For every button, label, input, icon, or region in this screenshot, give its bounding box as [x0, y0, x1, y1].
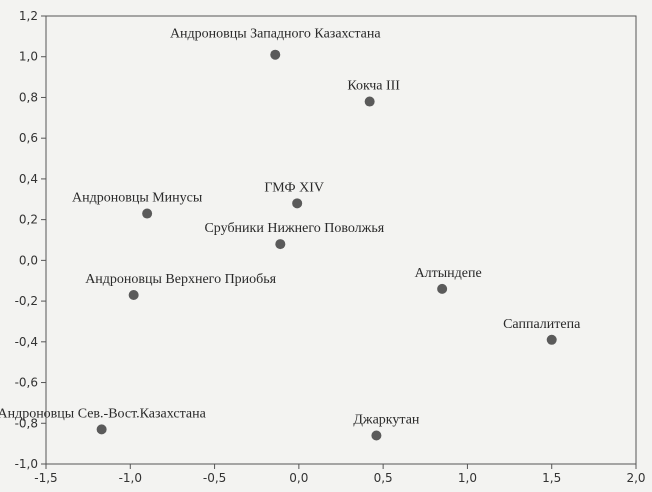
scatter-point: [270, 49, 281, 60]
y-tick-label: -1,0: [15, 457, 38, 471]
point-label: Кокча III: [347, 79, 400, 94]
scatter-point: [371, 430, 382, 441]
scatter-point: [546, 334, 557, 345]
point-label: ГМФ XIV: [264, 180, 324, 195]
data-points: [96, 49, 557, 441]
point-label: Андроновцы Минусы: [72, 191, 203, 206]
scatter-point: [437, 283, 448, 294]
y-tick-label: -0,8: [15, 416, 38, 430]
x-tick-label: 0,0: [289, 471, 308, 485]
scatter-point: [128, 289, 139, 300]
x-axis: -1,5 -1,0 -0,5 0,0 0,5 1,0 1,5 2,0: [34, 464, 646, 485]
scatter-point: [96, 424, 107, 435]
plot-area: [45, 15, 637, 465]
y-tick-label: 0,0: [19, 253, 38, 267]
point-label: Срубники Нижнего Поволжья: [204, 221, 384, 236]
y-tick-label: -0,2: [15, 294, 38, 308]
scatter-point: [364, 96, 375, 107]
scatter-point: [275, 239, 286, 250]
point-label: Саппалитепа: [503, 317, 581, 332]
y-tick-label: 0,4: [19, 172, 38, 186]
x-tick-label: 1,5: [542, 471, 561, 485]
y-tick-label: 0,6: [19, 131, 38, 145]
x-tick-label: -1,5: [34, 471, 57, 485]
y-tick-label: 0,2: [19, 213, 38, 227]
y-tick-label: 0,8: [19, 90, 38, 104]
y-tick-label: -0,6: [15, 376, 38, 390]
point-label: Джаркутан: [353, 412, 420, 427]
scatter-point: [142, 208, 153, 219]
scatter-point: [292, 198, 303, 209]
x-tick-label: -0,5: [203, 471, 226, 485]
point-label: Андроновцы Сев.-Вост.Казахстана: [0, 406, 207, 421]
y-tick-label: 1,2: [19, 9, 38, 23]
y-tick-label: 1,0: [19, 50, 38, 64]
point-label: Андроновцы Верхнего Приобья: [85, 272, 276, 287]
x-tick-label: 0,5: [374, 471, 393, 485]
point-label: Андроновцы Западного Казахстана: [170, 27, 381, 42]
x-tick-label: 1,0: [458, 471, 477, 485]
x-tick-label: -1,0: [119, 471, 142, 485]
x-tick-label: 2,0: [626, 471, 645, 485]
y-axis: 1,2 1,0 0,8 0,6 0,4 0,2 0,0 -0,2 -0,4 -0,6 -0,8 -1,…: [15, 9, 46, 471]
y-tick-label: -0,4: [15, 335, 38, 349]
data-labels: Андроновцы Западного Казахстана Кокча III…: [0, 27, 581, 428]
point-label: Алтындепе: [415, 266, 482, 281]
